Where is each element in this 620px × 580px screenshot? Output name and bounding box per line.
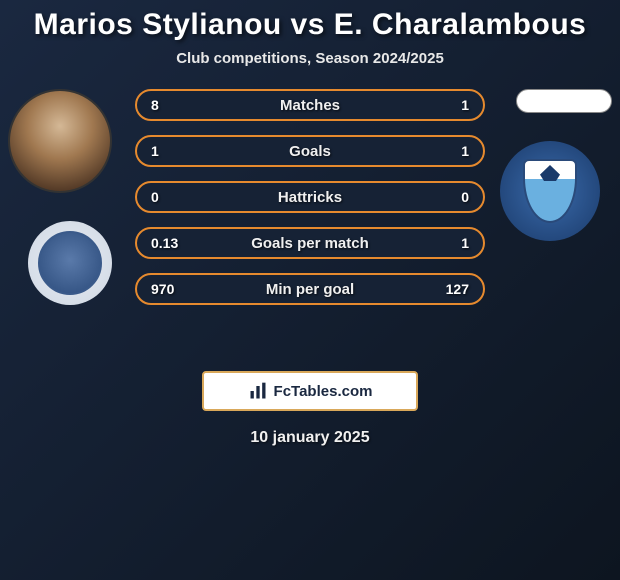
comparison-card: Marios Stylianou vs E. Charalambous Club… [0, 0, 620, 447]
bar-chart-icon [248, 381, 268, 401]
stat-label: Hattricks [278, 189, 342, 206]
stat-row: 970 Min per goal 127 [135, 273, 485, 305]
stat-right-value: 127 [446, 281, 469, 297]
player-right-flag [516, 89, 612, 113]
stat-label: Matches [280, 97, 340, 114]
stat-label: Goals [289, 143, 331, 160]
stats-list: 8 Matches 1 1 Goals 1 0 Hattricks 0 0.13… [135, 89, 485, 305]
stat-left-value: 8 [151, 97, 159, 113]
stat-row: 1 Goals 1 [135, 135, 485, 167]
brand-label: FcTables.com [274, 383, 373, 400]
stat-right-value: 1 [461, 235, 469, 251]
page-title: Marios Stylianou vs E. Charalambous [0, 8, 620, 42]
stat-label: Goals per match [251, 235, 369, 252]
stat-left-value: 1 [151, 143, 159, 159]
stat-row: 0.13 Goals per match 1 [135, 227, 485, 259]
date-label: 10 january 2025 [0, 429, 620, 447]
stat-row: 8 Matches 1 [135, 89, 485, 121]
player-right-column [516, 89, 612, 113]
stat-left-value: 0 [151, 189, 159, 205]
player-left-photo [8, 89, 112, 193]
brand-badge[interactable]: FcTables.com [202, 371, 418, 411]
club-badge-right [500, 141, 600, 241]
stat-right-value: 1 [461, 143, 469, 159]
stat-row: 0 Hattricks 0 [135, 181, 485, 213]
player-left-column [8, 89, 112, 193]
club-badge-left [28, 221, 112, 305]
stat-left-value: 0.13 [151, 235, 178, 251]
stat-right-value: 0 [461, 189, 469, 205]
stat-left-value: 970 [151, 281, 174, 297]
shield-icon [523, 159, 577, 223]
subtitle: Club competitions, Season 2024/2025 [0, 50, 620, 67]
stat-label: Min per goal [266, 281, 354, 298]
stat-right-value: 1 [461, 97, 469, 113]
content-area: 8 Matches 1 1 Goals 1 0 Hattricks 0 0.13… [0, 89, 620, 349]
